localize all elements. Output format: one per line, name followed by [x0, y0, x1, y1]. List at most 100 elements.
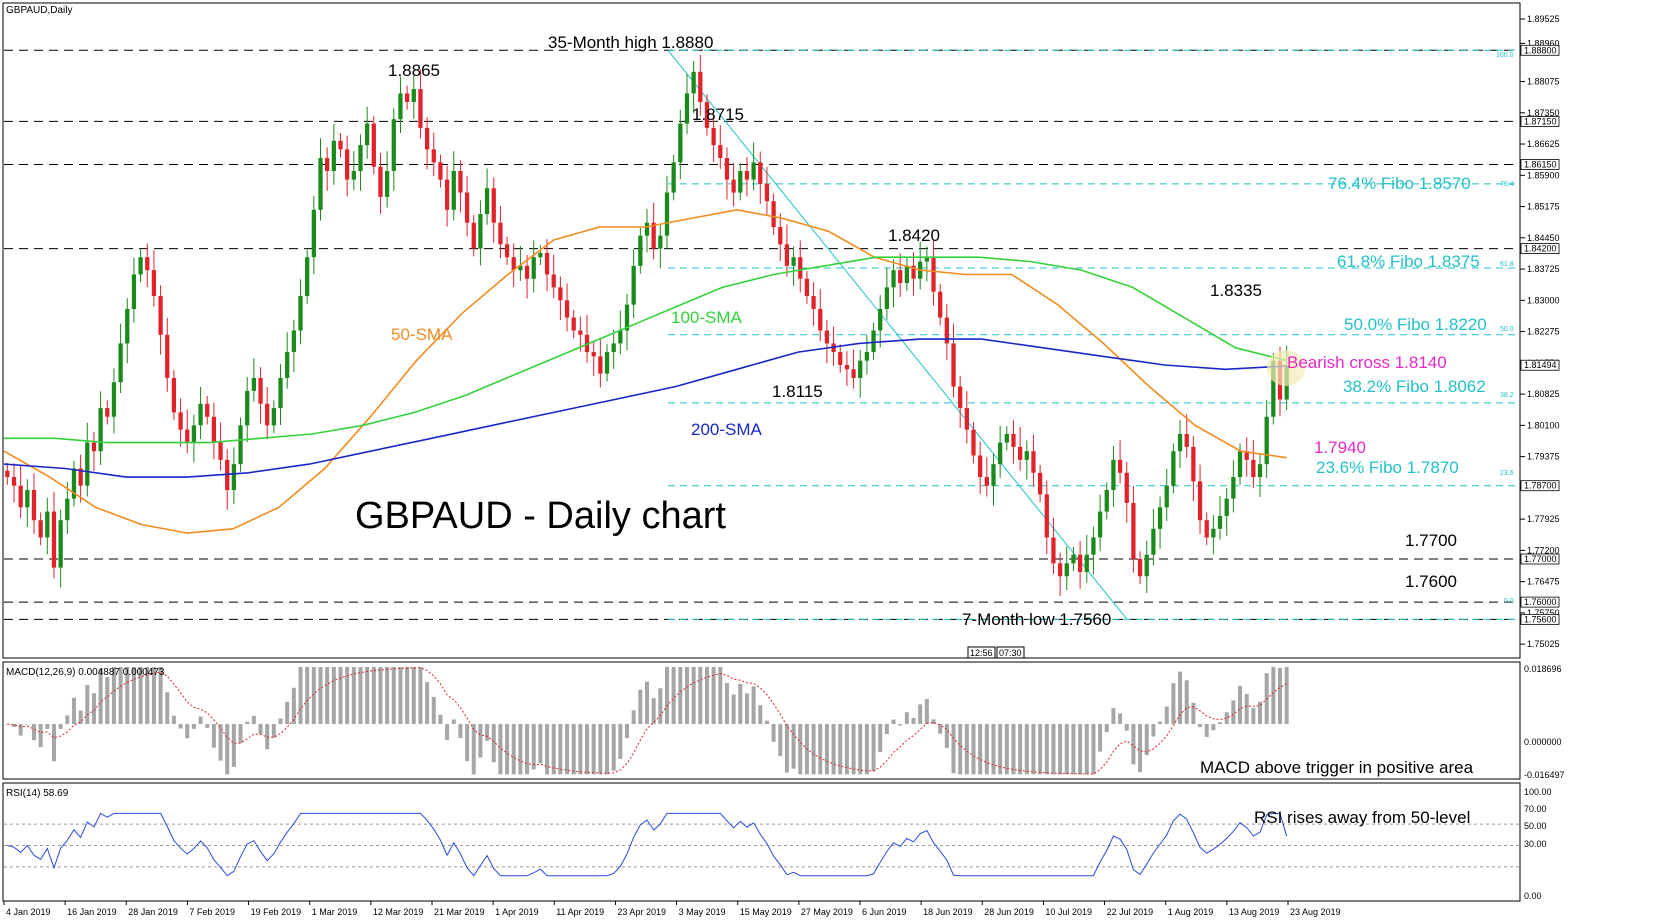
macd-bar-39 [265, 724, 270, 750]
annotation-18335: 1.8335 [1210, 281, 1262, 300]
macd-bar-126 [844, 724, 849, 775]
candle-body-34 [231, 464, 237, 491]
candle-body-127 [851, 369, 856, 378]
candle-body-172 [1151, 528, 1156, 555]
macd-bar-176 [1178, 671, 1183, 725]
candle-body-173 [1157, 507, 1163, 529]
candle-body-157 [1051, 537, 1056, 564]
bearish-cross-marker [1267, 350, 1305, 386]
macd-bar-56 [378, 667, 383, 725]
candle-body-85 [571, 317, 576, 331]
candle-body-77 [518, 265, 523, 271]
macd-bar-58 [391, 667, 396, 725]
candle-body-59 [398, 93, 403, 120]
macd-bar-63 [425, 682, 430, 725]
candle-body-37 [251, 377, 257, 391]
rsi-axis-50: 50.00 [1524, 821, 1547, 831]
date-label-18: 22 Jul 2019 [1107, 907, 1154, 917]
annotation-fibo-236: 23.6% Fibo 1.7870 [1316, 458, 1459, 477]
candle-body-56 [378, 166, 383, 197]
candle-body-109 [731, 179, 736, 193]
candle-body-9 [65, 498, 70, 521]
macd-bar-99 [664, 667, 669, 725]
macd-bar-96 [645, 681, 649, 725]
candle-body-116 [778, 227, 783, 245]
candle-body-86 [578, 330, 583, 335]
price-tag-box-3 [1520, 243, 1560, 254]
macd-axis-top: 0.018696 [1524, 664, 1562, 674]
candle-body-60 [404, 93, 410, 103]
macd-bar-88 [591, 724, 596, 775]
candle-body-26 [178, 412, 183, 430]
candle-body-16 [111, 382, 117, 417]
fibo-diagonal-line [667, 49, 1128, 620]
price-tick-label-8: 1.83725 [1527, 264, 1560, 274]
candle-body-101 [678, 123, 683, 163]
macd-bar-7 [51, 724, 56, 762]
date-label-1: 16 Jan 2019 [67, 907, 117, 917]
candle-body-134 [898, 270, 903, 284]
candle-body-158 [1057, 563, 1063, 577]
macd-bar-81 [545, 724, 550, 775]
annotation-18420: 1.8420 [888, 226, 940, 245]
macd-bar-94 [631, 710, 636, 725]
candle-body-71 [478, 214, 483, 249]
macd-bar-22 [151, 667, 156, 725]
macd-bar-21 [145, 667, 150, 725]
macd-bar-104 [698, 667, 703, 725]
price-tag-8: 1.75600 [1524, 614, 1557, 624]
macd-bar-73 [491, 724, 496, 763]
macd-bar-49 [331, 667, 336, 725]
candle-body-104 [698, 71, 703, 103]
candle-body-164 [1097, 511, 1103, 538]
candle-body-40 [271, 408, 276, 426]
macd-bar-6 [45, 724, 50, 729]
macd-bar-85 [571, 724, 576, 775]
macd-bar-9 [65, 715, 70, 725]
date-label-10: 23 Apr 2019 [617, 907, 666, 917]
date-label-11: 3 May 2019 [679, 907, 726, 917]
candle-body-187 [1251, 459, 1256, 478]
candle-body-121 [811, 296, 816, 309]
candle-body-176 [1177, 433, 1183, 452]
candle-body-147 [984, 477, 989, 486]
candle-body-51 [345, 149, 350, 180]
price-tick-label-1: 1.88960 [1527, 38, 1560, 48]
rsi-note: RSI rises away from 50-level [1254, 808, 1470, 827]
rsi-axis-30: 30.00 [1524, 839, 1547, 849]
candle-body-168 [1124, 472, 1129, 503]
annotation-fibo-764: 76.4% Fibo 1.8570 [1328, 174, 1471, 193]
candle-body-160 [1071, 554, 1076, 564]
macd-bar-25 [171, 715, 176, 725]
candle-body-46 [311, 209, 316, 258]
macd-bar-152 [1018, 724, 1023, 775]
candle-body-184 [1231, 477, 1236, 499]
macd-bar-133 [891, 719, 896, 725]
annotation-17940: 1.7940 [1314, 438, 1366, 457]
price-tick-label-3: 1.87350 [1527, 108, 1560, 118]
candle-body-47 [318, 158, 323, 210]
candle-body-107 [718, 145, 723, 159]
candle-body-185 [1237, 451, 1243, 478]
macd-bar-151 [1011, 724, 1016, 775]
macd-bar-115 [771, 724, 776, 742]
price-tick-label-13: 1.80100 [1527, 420, 1560, 430]
rsi-axis-70: 70.00 [1524, 804, 1547, 814]
macd-bar-192 [1284, 667, 1289, 725]
macd-bar-16 [111, 667, 116, 725]
macd-bar-186 [1244, 694, 1249, 725]
macd-bar-36 [245, 721, 250, 725]
candle-body-106 [711, 127, 716, 146]
candle-body-43 [291, 330, 296, 353]
candle-body-135 [904, 265, 909, 284]
candle-body-129 [864, 352, 870, 361]
candle-body-63 [424, 127, 430, 150]
annotation-fibo-382: 38.2% Fibo 1.8062 [1343, 377, 1486, 396]
candle-body-136 [911, 265, 916, 279]
candle-body-140 [938, 291, 943, 318]
macd-bar-124 [831, 724, 836, 775]
macd-bar-64 [431, 696, 436, 725]
date-label-9: 11 Apr 2019 [556, 907, 604, 917]
sma100-line [4, 256, 1287, 444]
